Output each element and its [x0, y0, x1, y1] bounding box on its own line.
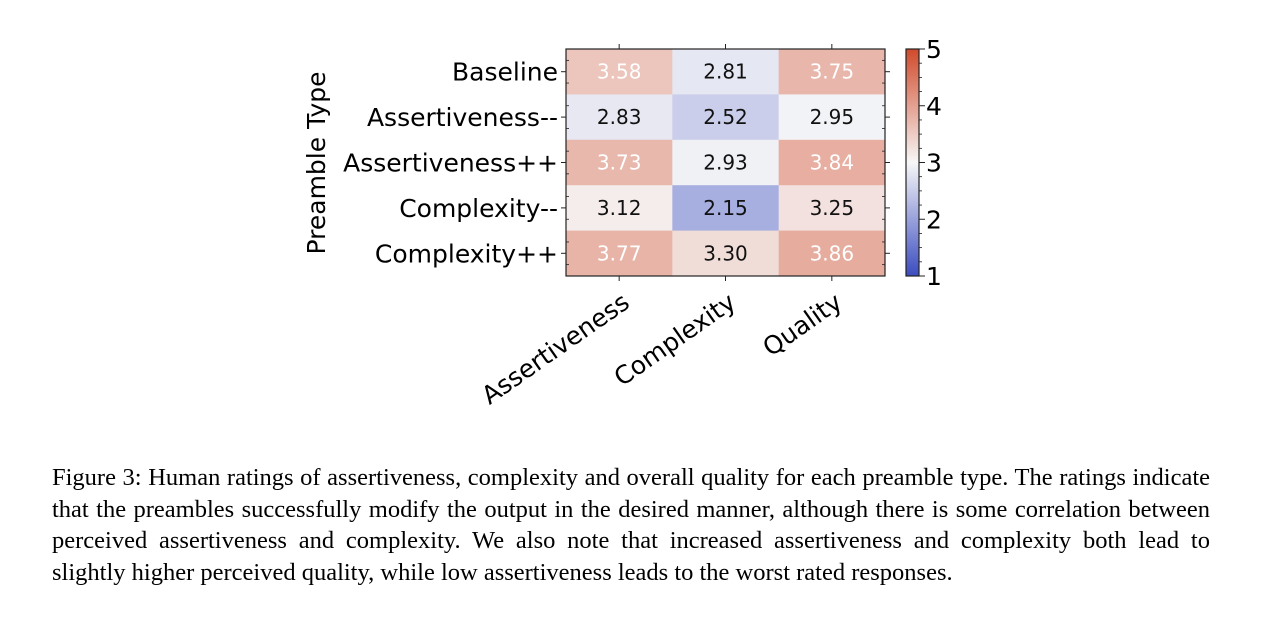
colorbar-tick-label: 5 [926, 35, 942, 64]
figure-caption: Figure 3: Human ratings of assertiveness… [52, 462, 1210, 588]
heatmap-cell [778, 230, 886, 277]
cell-value-label: 3.77 [597, 241, 642, 265]
row-label: Complexity++ [375, 239, 558, 268]
caption-label: Figure 3: [52, 464, 142, 491]
cell-value-label: 3.75 [810, 60, 855, 84]
heatmap-cell [566, 49, 673, 95]
heatmap-cell [778, 49, 886, 95]
row-label: Complexity-- [399, 194, 558, 223]
cell-value-label: 3.73 [597, 151, 642, 175]
column-label: Assertiveness [476, 287, 634, 410]
heatmap-cell [566, 185, 673, 232]
row-label: Assertiveness++ [343, 149, 558, 178]
heatmap-figure: Preamble Type 3.58 2.81 3.752.83 2.52 2.953.… [302, 35, 942, 410]
heatmap-cell [672, 139, 780, 186]
cell-value-label: 2.93 [703, 151, 748, 175]
cell-value-label: 3.30 [703, 241, 748, 265]
heatmap-cell [778, 185, 886, 232]
column-label: Quality [757, 287, 847, 362]
cell-value-label: 3.84 [810, 151, 855, 175]
colorbar-tick-label: 4 [926, 92, 942, 121]
heatmap-cell [566, 230, 673, 277]
colorbar-tick-label: 1 [926, 262, 942, 291]
heatmap-cell [566, 94, 673, 141]
heatmap-cell [566, 139, 673, 186]
colorbar-ticks: 1 2 3 4 5 [919, 35, 942, 291]
colorbar-tick-label: 2 [926, 205, 942, 234]
cell-value-label: 3.25 [810, 196, 855, 220]
row-label: Baseline [452, 58, 558, 87]
heatmap-cell-labels: 3.58 2.81 3.75 2.83 2.52 2.95 3.73 2.93 3.84 3.12… [597, 60, 854, 266]
cell-value-label: 2.95 [810, 105, 855, 129]
heatmap-cell [672, 185, 780, 232]
cell-value-label: 2.81 [703, 60, 748, 84]
heatmap-cell [672, 94, 780, 141]
row-labels: Baseline Assertiveness-- Assertiveness++ Co… [343, 58, 558, 269]
cell-value-label: 2.15 [703, 196, 748, 220]
heatmap-cell [778, 94, 886, 141]
y-axis-title: Preamble Type [302, 72, 331, 255]
cell-value-label: 2.83 [597, 105, 642, 129]
row-label: Assertiveness-- [367, 103, 558, 132]
heatmap-cells [566, 49, 886, 277]
cell-value-label: 3.58 [597, 60, 642, 84]
heatmap-cell [672, 49, 780, 95]
colorbar-tick-label: 3 [926, 149, 942, 178]
colorbar [905, 48, 920, 277]
heatmap-frame [565, 48, 886, 277]
cell-value-label: 3.86 [810, 241, 855, 265]
cell-value-label: 3.12 [597, 196, 642, 220]
cell-value-label: 2.52 [703, 105, 748, 129]
heatmap-cell [778, 139, 886, 186]
heatmap-cell [672, 230, 780, 277]
caption-text: Human ratings of assertiveness, complexi… [52, 464, 1211, 586]
